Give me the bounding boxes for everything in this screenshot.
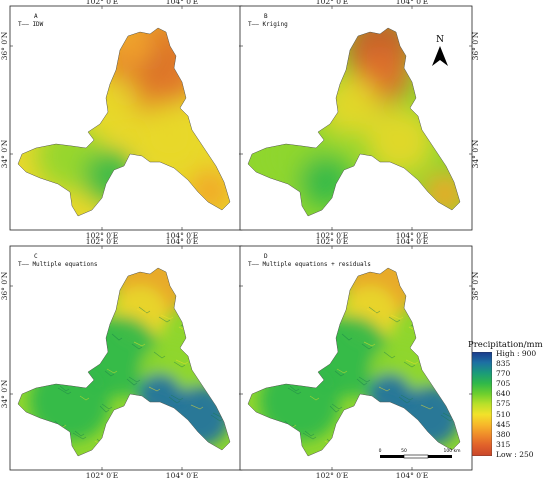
map-svg-c: 102° 0′E 102° 0′E 104° 0′E 104° 0′E 36° 0′N 3… (0, 237, 243, 480)
panel-letter: A (34, 13, 38, 20)
legend-label: High : 900 (496, 349, 537, 358)
longitude-tick-label: 102° 0′E (316, 231, 348, 240)
legend-label: 445 (496, 419, 511, 429)
longitude-tick-label: 102° 0′E (86, 237, 118, 246)
longitude-tick-label: 102° 0′E (86, 0, 118, 6)
longitude-tick-label: 104° 0′E (396, 231, 428, 240)
legend-label: 705 (496, 379, 511, 389)
study-area-boundary (17, 27, 231, 217)
map-panel-c: 102° 0′E 102° 0′E 104° 0′E 104° 0′E 36° 0′N 3… (0, 237, 243, 480)
latitude-tick-label: 36° 0′N (471, 271, 480, 300)
legend-title: Precipitation/mm (468, 340, 543, 350)
longitude-tick-label: 104° 0′E (166, 471, 198, 480)
latitude-tick-label: 34° 0′N (0, 139, 9, 168)
panel-letter: B (264, 13, 268, 20)
panel-method-label: T—— IDW (18, 21, 44, 28)
longitude-tick-label: 104° 0′E (396, 471, 428, 480)
scale-bar-label: 50 (401, 448, 407, 454)
precipitation-legend: Precipitation/mm High : 900 835 770 705 … (468, 340, 548, 460)
svg-text:N: N (436, 35, 444, 45)
panel-letter: D (264, 253, 268, 260)
map-svg-b: 102° 0′E 102° 0′E 104° 0′E 104° 0′E 36° 0′N 3… (239, 0, 480, 240)
longitude-tick-label: 104° 0′E (166, 237, 198, 246)
map-svg-a: 102° 0′E 102° 0′E 104° 0′E 104° 0′E 36° 0′N 3… (0, 0, 243, 240)
longitude-tick-label: 102° 0′E (86, 231, 118, 240)
study-area-boundary (17, 267, 231, 457)
north-arrow-icon: N (432, 35, 448, 66)
panel-method-label: T—— Multiple equations (18, 261, 98, 268)
longitude-tick-label: 102° 0′E (86, 471, 118, 480)
legend-label: 835 (496, 359, 511, 369)
longitude-tick-label: 102° 0′E (316, 471, 348, 480)
scale-bar-label: 0 (379, 448, 382, 454)
longitude-tick-label: 104° 0′E (166, 0, 198, 6)
latitude-tick-label: 36° 0′N (0, 31, 9, 60)
legend-color-ramp (472, 352, 492, 456)
legend-label: 315 (496, 439, 511, 449)
latitude-tick-label: 36° 0′N (471, 31, 480, 60)
panel-letter: C (34, 253, 38, 260)
latitude-tick-label: 36° 0′N (0, 271, 9, 300)
study-area-boundary (247, 267, 461, 457)
scale-bar: 0 50 100 km (379, 448, 461, 459)
latitude-tick-label: 34° 0′N (0, 379, 9, 408)
longitude-tick-label: 104° 0′E (396, 237, 428, 246)
panel-method-label: T—— Multiple equations + residuals (248, 261, 371, 268)
legend-label: Low : 250 (496, 449, 534, 459)
map-panel-b: 102° 0′E 102° 0′E 104° 0′E 104° 0′E 36° 0′N 3… (239, 0, 480, 240)
longitude-tick-label: 102° 0′E (316, 237, 348, 246)
longitude-tick-label: 104° 0′E (396, 0, 428, 6)
scale-bar-label: 100 km (443, 448, 460, 454)
legend-label: 510 (496, 409, 511, 419)
legend-label: 380 (496, 429, 511, 439)
latitude-tick-label: 34° 0′N (471, 139, 480, 168)
legend-label: 575 (496, 399, 511, 409)
longitude-tick-label: 104° 0′E (166, 231, 198, 240)
panel-method-label: T—— Kriging (248, 21, 288, 28)
legend-label: 770 (496, 369, 511, 379)
legend-labels: High : 900 835 770 705 640 575 510 445 3… (496, 349, 536, 460)
study-area-boundary (247, 27, 461, 217)
longitude-tick-label: 102° 0′E (316, 0, 348, 6)
map-panel-a: 102° 0′E 102° 0′E 104° 0′E 104° 0′E 36° 0′N 3… (0, 0, 243, 240)
legend-label: 640 (496, 389, 511, 399)
